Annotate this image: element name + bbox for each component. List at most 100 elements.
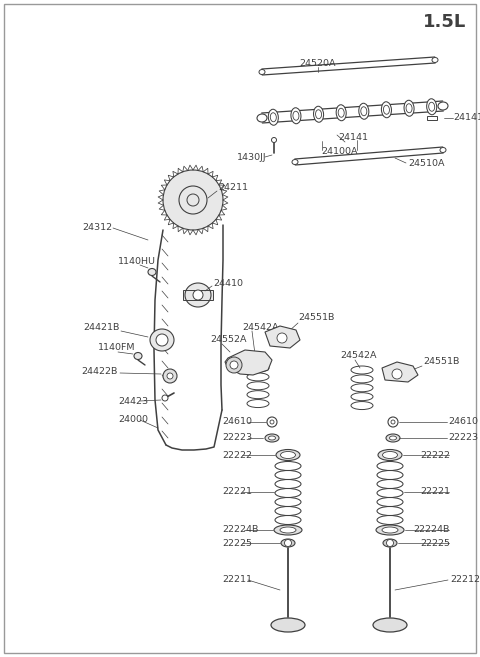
Text: 22212: 22212 <box>450 576 480 585</box>
Circle shape <box>267 417 277 427</box>
Circle shape <box>226 357 242 373</box>
Ellipse shape <box>338 108 344 117</box>
Ellipse shape <box>313 106 324 122</box>
Ellipse shape <box>265 434 279 442</box>
Polygon shape <box>225 350 272 375</box>
Text: 24520A: 24520A <box>300 58 336 68</box>
Polygon shape <box>382 362 418 382</box>
Ellipse shape <box>185 283 211 307</box>
Text: 24610: 24610 <box>448 417 478 426</box>
Ellipse shape <box>274 525 302 535</box>
Text: 1140FM: 1140FM <box>98 344 135 353</box>
Text: 24542A: 24542A <box>242 323 278 332</box>
Circle shape <box>163 369 177 383</box>
Ellipse shape <box>429 102 435 111</box>
Ellipse shape <box>148 269 156 275</box>
Text: 24211: 24211 <box>218 183 248 193</box>
Text: 24000: 24000 <box>118 415 148 424</box>
Text: 22224B: 22224B <box>222 526 258 535</box>
Text: 24421B: 24421B <box>84 323 120 332</box>
Text: 24510A: 24510A <box>408 158 444 168</box>
Ellipse shape <box>280 451 296 459</box>
Ellipse shape <box>270 113 276 122</box>
Ellipse shape <box>257 114 267 122</box>
Text: 1.5L: 1.5L <box>423 13 467 31</box>
Ellipse shape <box>383 539 397 547</box>
Circle shape <box>277 333 287 343</box>
Ellipse shape <box>438 102 448 110</box>
Ellipse shape <box>292 160 298 164</box>
Ellipse shape <box>315 110 322 119</box>
Ellipse shape <box>382 527 398 533</box>
Text: 24610: 24610 <box>222 417 252 426</box>
Ellipse shape <box>268 436 276 440</box>
Circle shape <box>391 420 395 424</box>
Ellipse shape <box>404 101 414 116</box>
FancyBboxPatch shape <box>183 290 213 300</box>
Text: 24423: 24423 <box>118 397 148 407</box>
Text: 22211: 22211 <box>222 576 252 585</box>
Text: 1430JJ: 1430JJ <box>237 154 267 162</box>
FancyBboxPatch shape <box>427 116 437 120</box>
Text: 22225: 22225 <box>222 539 252 547</box>
Circle shape <box>392 369 402 379</box>
Circle shape <box>388 417 398 427</box>
Ellipse shape <box>268 109 278 125</box>
Text: 22223: 22223 <box>222 434 252 443</box>
Text: 24312: 24312 <box>82 223 112 233</box>
Text: 24551B: 24551B <box>298 313 335 323</box>
Circle shape <box>386 539 394 547</box>
Circle shape <box>162 395 168 401</box>
Ellipse shape <box>259 70 265 74</box>
Ellipse shape <box>376 525 404 535</box>
Ellipse shape <box>440 147 446 152</box>
Ellipse shape <box>389 436 396 440</box>
Ellipse shape <box>281 539 295 547</box>
Ellipse shape <box>432 58 438 62</box>
Ellipse shape <box>382 102 392 118</box>
Circle shape <box>167 373 173 379</box>
Circle shape <box>230 361 238 369</box>
Text: 24552A: 24552A <box>210 336 247 344</box>
Text: 22223: 22223 <box>448 434 478 443</box>
Circle shape <box>163 170 223 230</box>
Ellipse shape <box>384 105 389 114</box>
Text: 1140HU: 1140HU <box>118 258 156 267</box>
Text: 22221: 22221 <box>420 487 450 497</box>
Circle shape <box>272 137 276 143</box>
Text: 24100A: 24100A <box>322 148 358 156</box>
Text: 24141: 24141 <box>453 114 480 122</box>
Ellipse shape <box>386 434 400 442</box>
Ellipse shape <box>336 104 346 121</box>
Ellipse shape <box>150 329 174 351</box>
Ellipse shape <box>134 353 142 359</box>
Polygon shape <box>265 326 300 348</box>
Ellipse shape <box>359 103 369 119</box>
Ellipse shape <box>383 451 397 459</box>
Text: 22224B: 22224B <box>414 526 450 535</box>
Circle shape <box>285 539 291 547</box>
Ellipse shape <box>291 108 301 124</box>
Ellipse shape <box>271 618 305 632</box>
Ellipse shape <box>361 106 367 116</box>
Circle shape <box>179 186 207 214</box>
Ellipse shape <box>406 104 412 113</box>
Circle shape <box>156 334 168 346</box>
Ellipse shape <box>378 449 402 461</box>
Text: 22221: 22221 <box>222 487 252 497</box>
Text: 24410: 24410 <box>213 279 243 288</box>
Circle shape <box>193 290 203 300</box>
Circle shape <box>270 420 274 424</box>
Text: 24542A: 24542A <box>340 350 376 359</box>
Ellipse shape <box>293 111 299 120</box>
Ellipse shape <box>427 99 437 115</box>
Text: 24551B: 24551B <box>423 357 459 367</box>
Text: 24141: 24141 <box>338 133 368 143</box>
Ellipse shape <box>276 449 300 461</box>
Text: 22222: 22222 <box>420 451 450 459</box>
Text: 24422B: 24422B <box>82 367 118 376</box>
Text: 22225: 22225 <box>420 539 450 547</box>
Text: 22222: 22222 <box>222 451 252 459</box>
Ellipse shape <box>280 527 296 533</box>
Ellipse shape <box>373 618 407 632</box>
